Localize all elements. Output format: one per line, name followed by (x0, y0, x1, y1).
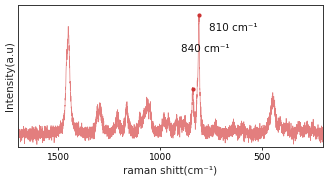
X-axis label: raman shitt(cm⁻¹): raman shitt(cm⁻¹) (123, 165, 217, 175)
Text: 840 cm⁻¹: 840 cm⁻¹ (181, 44, 229, 54)
Y-axis label: Intensity(a.u): Intensity(a.u) (5, 41, 15, 111)
Text: 810 cm⁻¹: 810 cm⁻¹ (209, 23, 258, 33)
